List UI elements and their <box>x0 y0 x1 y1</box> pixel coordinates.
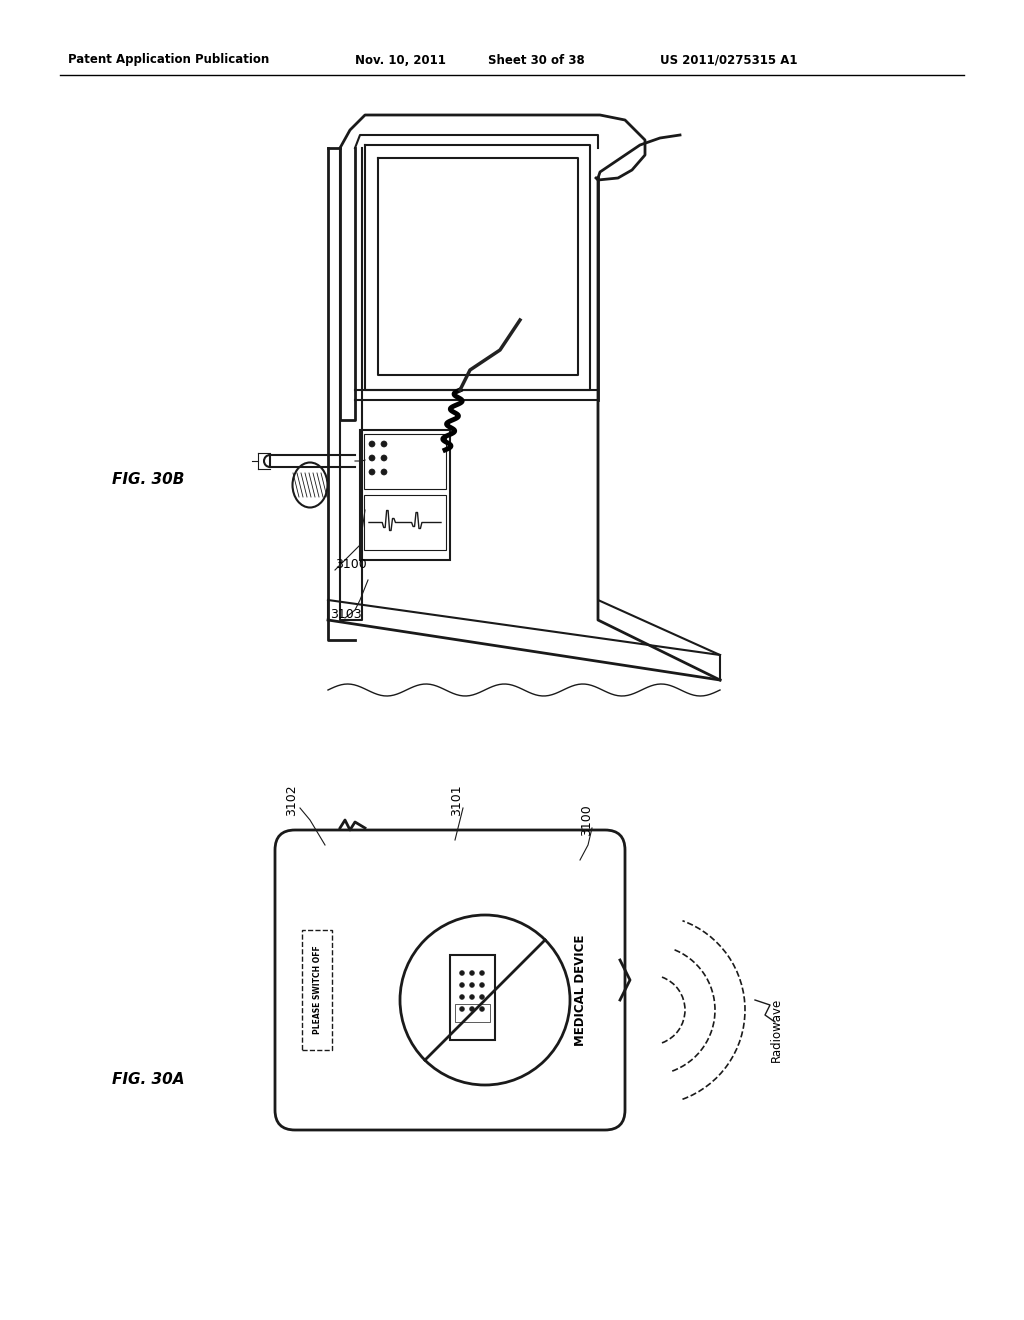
Bar <box>302 931 332 1049</box>
Circle shape <box>381 455 387 461</box>
Circle shape <box>369 441 375 447</box>
Circle shape <box>381 441 387 447</box>
Circle shape <box>460 994 465 999</box>
Text: 3100: 3100 <box>335 558 367 572</box>
Text: PLEASE SWITCH OFF: PLEASE SWITCH OFF <box>312 945 322 1035</box>
Circle shape <box>469 994 474 999</box>
FancyBboxPatch shape <box>275 830 625 1130</box>
Text: MEDICAL DEVICE: MEDICAL DEVICE <box>573 935 587 1045</box>
Circle shape <box>479 982 484 987</box>
Bar <box>455 1005 490 1022</box>
Bar <box>364 434 446 488</box>
Text: 3101: 3101 <box>450 784 463 816</box>
Circle shape <box>469 970 474 975</box>
Text: 3102: 3102 <box>285 784 298 816</box>
Circle shape <box>479 994 484 999</box>
Circle shape <box>469 982 474 987</box>
Circle shape <box>369 469 375 475</box>
Text: FIG. 30A: FIG. 30A <box>112 1072 184 1088</box>
Circle shape <box>369 455 375 461</box>
Bar <box>450 954 495 1040</box>
Ellipse shape <box>293 462 328 507</box>
Text: Radiowave: Radiowave <box>770 998 783 1063</box>
Text: 3103: 3103 <box>330 609 361 622</box>
Bar <box>360 430 450 560</box>
Text: Sheet 30 of 38: Sheet 30 of 38 <box>488 54 585 66</box>
Circle shape <box>400 915 570 1085</box>
Text: Nov. 10, 2011: Nov. 10, 2011 <box>355 54 445 66</box>
Circle shape <box>479 970 484 975</box>
Text: 3100: 3100 <box>580 804 593 836</box>
Circle shape <box>469 1006 474 1011</box>
Circle shape <box>381 469 387 475</box>
Circle shape <box>460 1006 465 1011</box>
Circle shape <box>479 1006 484 1011</box>
Text: Patent Application Publication: Patent Application Publication <box>68 54 269 66</box>
Text: FIG. 30B: FIG. 30B <box>112 473 184 487</box>
Circle shape <box>460 982 465 987</box>
Circle shape <box>460 970 465 975</box>
Text: US 2011/0275315 A1: US 2011/0275315 A1 <box>660 54 798 66</box>
Bar <box>364 495 446 550</box>
